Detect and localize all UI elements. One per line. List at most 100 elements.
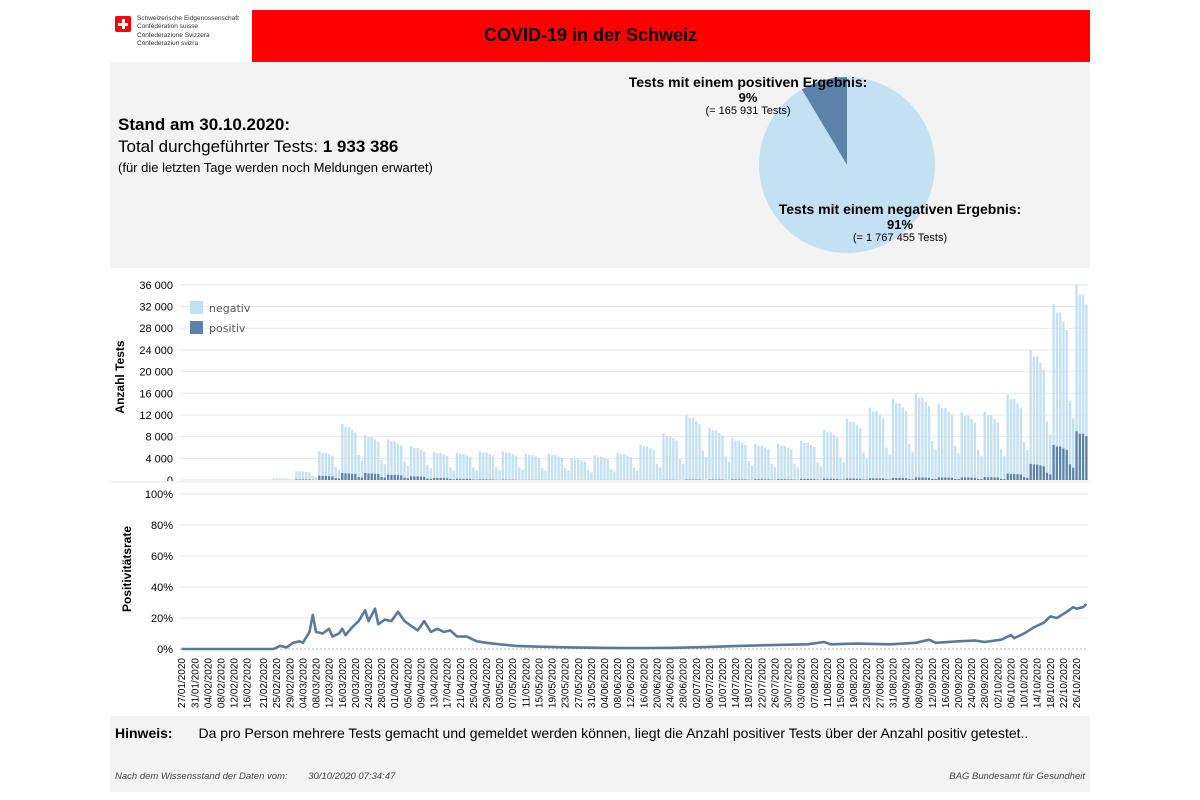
bar-positiv — [839, 479, 842, 480]
x-tick-label: 03/05/2020 — [495, 658, 506, 708]
bar-negativ — [442, 454, 446, 479]
tests-y-tick-label: 4 000 — [145, 453, 173, 465]
bar-positiv — [767, 479, 770, 480]
bar-negativ — [750, 465, 754, 480]
total-label: Total durchgeführter Tests: — [118, 137, 319, 156]
bar-positiv — [442, 478, 446, 480]
bar-positiv — [439, 477, 442, 480]
bar-positiv — [357, 476, 360, 480]
x-tick-label: 08/09/2020 — [915, 658, 926, 708]
x-tick-label: 05/04/2020 — [403, 658, 414, 708]
bar-positiv — [940, 477, 944, 480]
bar-positiv — [1085, 436, 1088, 480]
bar-positiv — [875, 478, 878, 480]
bar-negativ — [373, 439, 377, 474]
bar-positiv — [960, 477, 963, 480]
bar-negativ — [668, 435, 672, 480]
positivity-line — [181, 603, 1088, 651]
bar-negativ — [711, 430, 714, 480]
bar-negativ — [367, 437, 370, 474]
bar-negativ — [626, 455, 629, 480]
bar-positiv — [865, 479, 868, 480]
bar-positiv — [459, 478, 462, 480]
x-tick-label: 17/04/2020 — [443, 658, 454, 708]
bar-negativ — [865, 458, 868, 480]
bar-negativ — [793, 463, 796, 480]
x-tick-label: 28/06/2020 — [679, 658, 690, 708]
bar-negativ — [672, 438, 675, 480]
bar-positiv — [429, 478, 432, 480]
footer-label: Nach dem Wissensstand der Daten vom: — [115, 771, 288, 782]
bar-negativ — [282, 478, 285, 480]
x-tick-label: 10/10/2020 — [1020, 658, 1031, 708]
bar-negativ — [803, 442, 806, 479]
bar-positiv — [400, 475, 403, 480]
bar-positiv — [373, 473, 377, 480]
bar-positiv — [1036, 464, 1039, 480]
bar-negativ — [298, 471, 301, 480]
tests-y-axis-label: Anzahl Tests — [113, 340, 127, 413]
bar-negativ — [1013, 399, 1016, 474]
bar-positiv — [298, 479, 301, 480]
bar-positiv — [996, 477, 1000, 480]
bar-negativ — [1062, 321, 1065, 449]
bar-positiv — [416, 476, 419, 480]
bar-negativ — [999, 449, 1003, 479]
bar-negativ — [1052, 303, 1055, 445]
bar-negativ — [482, 452, 485, 480]
rate-y-tick-label: 40% — [151, 582, 173, 594]
bar-negativ — [341, 424, 344, 473]
footer-source: BAG Bundesamt für Gesundheit — [949, 771, 1085, 782]
tests-y-tick-label: 16 000 — [139, 388, 173, 400]
x-tick-label: 20/06/2020 — [652, 658, 663, 708]
bar-negativ — [383, 464, 387, 478]
bar-negativ — [649, 448, 652, 480]
bar-positiv — [308, 479, 311, 480]
bar-negativ — [836, 437, 839, 479]
rate-y-tick-label: 20% — [151, 613, 173, 625]
bar-positiv — [462, 478, 465, 480]
x-tick-label: 28/03/2020 — [377, 658, 388, 708]
bar-positiv — [740, 479, 744, 480]
bar-negativ — [416, 448, 419, 477]
bar-negativ — [1039, 362, 1042, 466]
x-tick-label: 31/08/2020 — [889, 658, 900, 708]
bar-positiv — [452, 479, 455, 480]
bar-positiv — [904, 478, 908, 480]
bar-positiv — [445, 478, 449, 480]
bar-negativ — [337, 469, 341, 479]
pie-slice-positiv — [801, 77, 847, 165]
footer-data-date: Nach dem Wissensstand der Daten vom: 30/… — [115, 771, 395, 782]
bar-positiv — [1003, 478, 1006, 480]
bar-negativ — [629, 456, 632, 480]
bar-positiv — [836, 478, 839, 480]
x-tick-label: 26/07/2020 — [771, 658, 782, 708]
bar-positiv — [901, 478, 904, 480]
bar-positiv — [718, 479, 721, 480]
bar-positiv — [963, 477, 967, 480]
bar-positiv — [862, 479, 865, 480]
bar-negativ — [622, 454, 626, 480]
stand-date: Stand am 30.10.2020: — [118, 115, 290, 134]
bar-negativ — [324, 452, 328, 476]
bar-positiv — [354, 474, 357, 480]
bar-negativ — [977, 449, 980, 479]
bar-negativ — [344, 426, 347, 474]
bar-positiv — [341, 472, 344, 480]
title-bar: COVID-19 in der Schweiz — [252, 10, 1090, 62]
bar-negativ — [695, 420, 698, 480]
bar-negativ — [829, 432, 832, 479]
bar-negativ — [390, 441, 393, 475]
bar-negativ — [1072, 418, 1075, 468]
bar-positiv — [849, 478, 852, 480]
x-tick-label: 23/05/2020 — [561, 658, 572, 708]
bar-positiv — [885, 479, 888, 480]
bar-negativ — [1022, 441, 1026, 478]
bar-negativ — [413, 448, 416, 477]
bar-negativ — [491, 455, 495, 480]
x-tick-label: 15/08/2020 — [836, 658, 847, 708]
bar-negativ — [508, 452, 511, 480]
tests-y-tick-label: 12 000 — [139, 410, 173, 422]
bar-positiv — [967, 477, 970, 480]
bar-positiv — [485, 479, 488, 480]
